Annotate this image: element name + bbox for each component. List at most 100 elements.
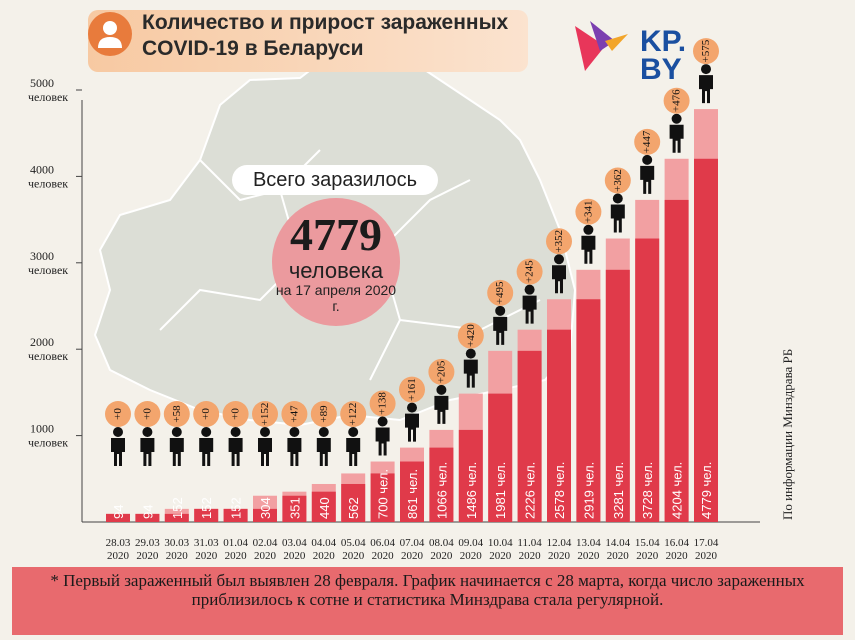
title-box	[88, 10, 528, 72]
y-tick-unit: человек	[28, 176, 68, 190]
bar-previous	[694, 158, 718, 522]
person-icon	[463, 348, 478, 388]
person-icon	[493, 305, 508, 345]
y-tick-label: 2000	[30, 335, 54, 349]
increment-label: +341	[582, 200, 594, 223]
increment-badge	[634, 128, 661, 155]
increment-label: +138	[377, 392, 389, 415]
y-tick-label: 3000	[30, 249, 54, 263]
increment-badge	[516, 258, 543, 285]
person-icon	[522, 284, 537, 324]
bar-previous	[664, 199, 689, 522]
bar-value-label: 1486 чел.	[464, 462, 479, 519]
increment-badge	[663, 87, 690, 114]
increment-label: +47	[288, 405, 300, 423]
bar-previous	[164, 513, 189, 522]
kp-logo: KP.BY	[575, 21, 704, 86]
increment-label: +447	[641, 130, 653, 153]
total-circle: 4779 человека на 17 апреля 2020 г.	[272, 198, 400, 326]
x-tick-date: 08.04	[429, 537, 454, 549]
increment-label: +161	[406, 378, 418, 401]
total-date: на 17 апреля 2020 г.	[275, 282, 397, 314]
x-tick-year: 2020	[430, 550, 453, 562]
bar-previous	[106, 513, 130, 522]
x-tick-year: 2020	[136, 550, 159, 562]
increment-badge	[281, 401, 308, 427]
bar-value-label: 1066 чел.	[434, 462, 449, 519]
x-tick-year: 2020	[460, 550, 483, 562]
x-tick-date: 06.04	[370, 537, 395, 549]
person-icon	[434, 384, 449, 424]
x-tick-year: 2020	[695, 550, 718, 562]
person-icon	[316, 427, 331, 466]
x-tick-date: 17.04	[694, 537, 719, 549]
source-note: По информации Минздрава РБ	[780, 348, 795, 520]
logo-text: KP.BY	[640, 25, 687, 86]
bar-previous	[253, 508, 277, 522]
bar-value-label: 152	[170, 497, 185, 519]
x-tick-date: 01.04	[223, 537, 248, 549]
y-tick-unit: человек	[28, 263, 68, 277]
increment-label: +0	[230, 408, 242, 420]
person-icon	[287, 427, 302, 466]
bar-previous	[605, 269, 630, 522]
bar-value-label: 152	[229, 497, 244, 519]
person-icon	[405, 402, 419, 442]
bar-value-label: 1981 чел.	[493, 462, 508, 519]
y-tick-label: 5000	[30, 76, 54, 90]
person-icon	[610, 193, 625, 233]
x-tick-date: 14.04	[605, 537, 630, 549]
bar-value-label: 440	[317, 497, 332, 519]
increment-label: +152	[259, 403, 271, 426]
bar-value-label: 94	[140, 505, 155, 519]
bar-value-label: 4779 чел.	[699, 462, 714, 519]
x-tick-date: 03.04	[282, 537, 307, 549]
x-tick-date: 05.04	[341, 537, 366, 549]
increment-label: +205	[435, 360, 447, 383]
person-icon	[669, 113, 684, 153]
bar-previous	[194, 508, 219, 522]
increment-label: +0	[112, 408, 124, 420]
bar-value-label: 3281 чел.	[611, 462, 626, 519]
increment-badge	[575, 198, 602, 225]
bar-previous	[370, 473, 395, 522]
x-tick-year: 2020	[636, 550, 659, 562]
x-tick-year: 2020	[195, 550, 218, 562]
increment-badge	[252, 401, 278, 427]
increment-label: +245	[524, 260, 536, 283]
increment-label: +476	[671, 89, 683, 112]
increment-label: +58	[171, 405, 183, 423]
bar-value-label: 861 чел.	[405, 469, 420, 519]
person-icon	[199, 427, 214, 466]
increment-badge	[105, 401, 131, 427]
y-tick-unit: человек	[28, 90, 68, 104]
bar-previous	[311, 491, 336, 522]
bar-previous	[400, 461, 424, 522]
x-tick-year: 2020	[489, 550, 512, 562]
y-tick-label: 1000	[30, 422, 54, 436]
bar-previous	[458, 429, 483, 522]
x-tick-year: 2020	[313, 550, 336, 562]
x-tick-date: 15.04	[635, 537, 660, 549]
bar-previous	[135, 513, 160, 522]
increment-label: +0	[200, 408, 212, 420]
x-tick-year: 2020	[107, 550, 130, 562]
bar-value-label: 2919 чел.	[581, 462, 596, 519]
bar-previous	[341, 483, 366, 522]
y-tick-unit: человек	[28, 349, 68, 363]
bar-previous	[429, 447, 454, 522]
bar-value-label: 562	[346, 497, 361, 519]
x-tick-year: 2020	[548, 550, 571, 562]
x-tick-date: 10.04	[488, 537, 513, 549]
person-icon	[375, 416, 390, 456]
x-tick-year: 2020	[283, 550, 306, 562]
bar-value-label: 3728 чел.	[640, 462, 655, 519]
increment-label: +352	[553, 230, 565, 253]
x-tick-year: 2020	[666, 550, 689, 562]
total-number: 4779	[290, 209, 382, 260]
person-icon	[111, 427, 125, 466]
person-icon	[169, 427, 184, 466]
increment-badge	[134, 401, 161, 427]
y-tick-label: 4000	[30, 162, 54, 176]
x-tick-date: 12.04	[547, 537, 572, 549]
